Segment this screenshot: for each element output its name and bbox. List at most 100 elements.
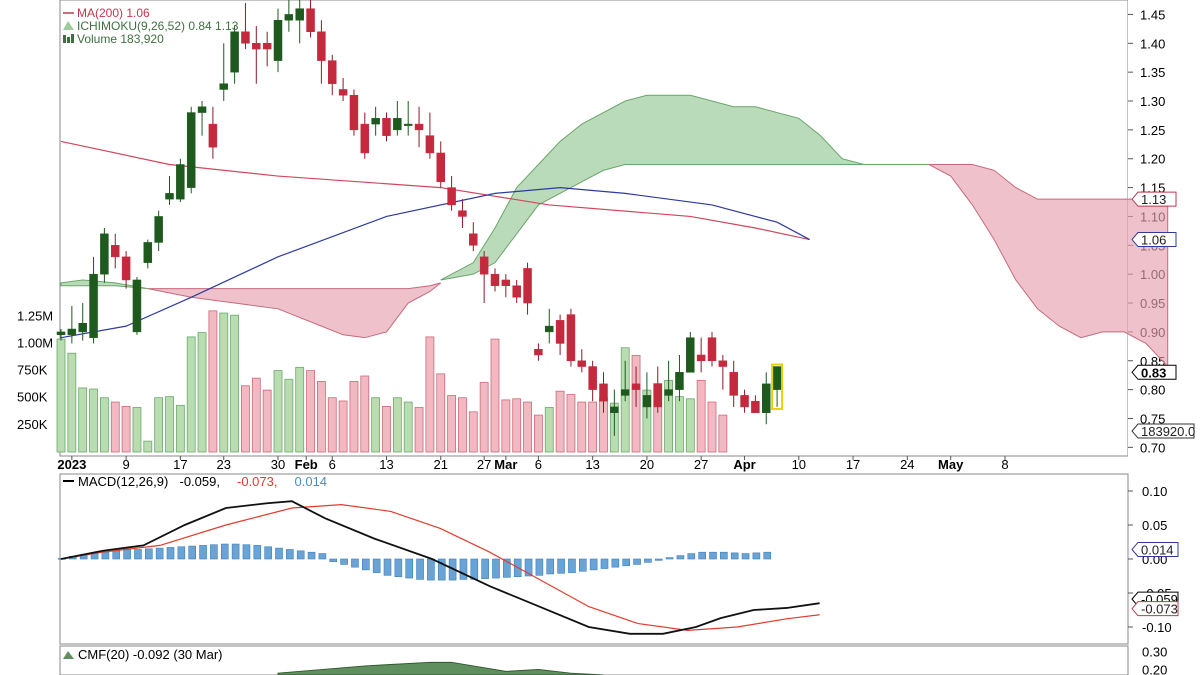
candle-body	[132, 279, 142, 333]
volume-bar	[414, 407, 424, 453]
candle	[512, 279, 521, 304]
candle-body	[338, 89, 348, 96]
volume-y-tick-label: 500K	[17, 390, 48, 405]
macd-histogram-bar	[622, 558, 631, 567]
macd-panel: 0.100.050.00-0.05-0.10MACD(12,26,9)-0.05…	[58, 473, 1179, 645]
volume-bar	[121, 405, 131, 453]
volume-bar	[262, 389, 272, 453]
candle-body	[479, 256, 489, 275]
candle	[89, 256, 98, 344]
price-y-tick-label: 0.80	[1140, 383, 1165, 398]
volume-legend-icon	[63, 35, 66, 43]
candle	[403, 101, 413, 136]
candle-body	[707, 337, 717, 362]
cmf-legend-icon	[63, 651, 74, 659]
volume-bar	[360, 375, 370, 453]
candle	[219, 43, 228, 102]
candle-body	[371, 118, 380, 125]
candle	[490, 268, 500, 292]
candle-body	[653, 383, 662, 408]
macd-signal-line	[60, 503, 820, 632]
macd-histogram-bar	[307, 551, 316, 560]
candle-body	[610, 406, 619, 413]
volume-bar	[718, 414, 728, 453]
candle-body	[555, 320, 565, 344]
candle-body	[78, 322, 87, 333]
candle	[501, 274, 511, 298]
candle	[610, 389, 619, 436]
volume-bar	[338, 400, 348, 453]
candle-body	[262, 43, 272, 50]
candle-body	[469, 233, 478, 246]
macd-legend: MACD(12,26,9) -0.059, -0.073, 0.014	[63, 474, 327, 489]
macd-histogram-bar	[416, 558, 424, 580]
badge-value: -0.073	[1141, 602, 1178, 617]
price-legend-label: Volume 183,920	[77, 32, 164, 46]
macd-histogram-bar	[242, 544, 251, 560]
price-y-tick-label: 0.70	[1140, 440, 1165, 455]
candle-body	[490, 273, 500, 286]
candle-body	[577, 360, 587, 367]
volume-bar	[392, 397, 402, 453]
candle-body	[219, 83, 228, 90]
cmf-panel: 0.30 0.20 CMF(20) -0.092 (30 Mar)	[59, 644, 1167, 675]
macd-histogram-bar	[351, 558, 359, 568]
candle	[653, 366, 662, 413]
candle-body	[230, 31, 239, 73]
macd-histogram-bar	[720, 551, 728, 560]
candle-body	[545, 325, 554, 333]
candle-body	[447, 187, 456, 206]
candle-body	[186, 112, 196, 188]
candle	[588, 360, 597, 402]
badge-frame	[1131, 232, 1177, 248]
macd-histogram-bar	[600, 558, 609, 569]
candle	[165, 176, 174, 205]
macd-histogram-bar	[199, 545, 207, 560]
candle	[447, 176, 456, 211]
macd-histogram-bar	[134, 549, 142, 560]
candle	[599, 372, 608, 413]
candle-body	[762, 383, 771, 413]
candle	[67, 305, 77, 344]
candle	[707, 331, 717, 367]
candle	[230, 25, 239, 84]
price-label-badge: 1.13	[1131, 191, 1177, 207]
macd-histogram-bar	[578, 558, 587, 572]
volume-bar	[544, 407, 554, 453]
macd-legend-value: -0.059,	[180, 474, 220, 489]
volume-y-tick-label: 1.00M	[17, 335, 53, 350]
macd-histogram-bar	[644, 558, 652, 563]
macd-histogram-bar	[286, 549, 294, 560]
macd-histogram-bar	[155, 547, 164, 560]
macd-histogram-bar	[763, 551, 772, 560]
volume-bar	[534, 414, 543, 453]
candle-body	[403, 123, 413, 126]
badge-frame	[1131, 601, 1179, 617]
macd-histogram-bar	[275, 547, 283, 560]
candle-body	[197, 106, 207, 113]
x-axis-label: 10	[792, 457, 806, 472]
volume-bar	[403, 401, 413, 453]
candle	[382, 112, 391, 142]
candle	[371, 106, 380, 136]
candle	[121, 251, 131, 289]
macd-histogram-bar	[752, 552, 761, 560]
candle-body	[241, 31, 250, 44]
volume-bar	[327, 397, 337, 453]
price-label-badge: 183920.0	[1131, 423, 1195, 439]
volume-bar	[436, 373, 446, 453]
volume-bar	[707, 401, 717, 453]
candle-body	[436, 152, 445, 183]
badge-value: 1.13	[1141, 192, 1166, 207]
candle	[729, 360, 738, 407]
macd-histogram-bar	[123, 549, 131, 560]
volume-bar	[67, 352, 77, 453]
candle-body	[56, 331, 66, 336]
macd-histogram-bar	[383, 558, 392, 576]
x-axis-label: 27	[694, 457, 708, 472]
candle-body	[751, 400, 760, 413]
macd-histogram-bar	[394, 558, 403, 577]
macd-histogram-bar	[535, 558, 544, 576]
ichimoku-cloud-bearish	[147, 282, 442, 339]
volume-bar	[143, 440, 153, 453]
